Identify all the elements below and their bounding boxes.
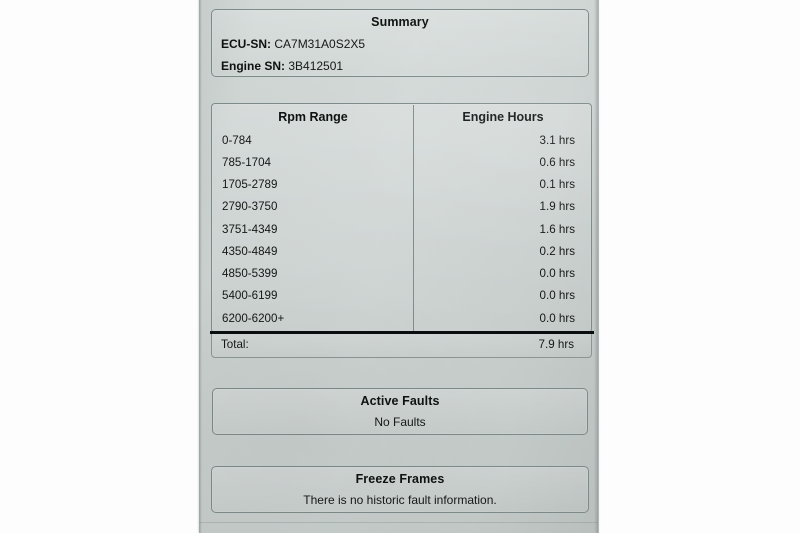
paper-right-edge bbox=[594, 0, 599, 533]
printed-report-page: Summary ECU-SN: CA7M31A0S2X5 Engine SN: … bbox=[199, 0, 598, 533]
cell-engine-hours: 1.9 hrs bbox=[539, 200, 575, 213]
total-row: Total: 7.9 hrs bbox=[211, 334, 592, 358]
freeze-frames-title: Freeze Frames bbox=[355, 472, 445, 486]
engine-sn-row: Engine SN: 3B412501 bbox=[221, 59, 588, 73]
cell-rpm-range: 2790-3750 bbox=[222, 200, 278, 213]
ecu-sn-value: CA7M31A0S2X5 bbox=[274, 37, 366, 51]
cell-engine-hours: 0.1 hrs bbox=[539, 178, 575, 191]
table-row: 3751-4349 1.6 hrs bbox=[213, 223, 592, 245]
cell-engine-hours: 0.0 hrs bbox=[539, 267, 575, 280]
cell-rpm-range: 0-784 bbox=[222, 134, 252, 147]
freeze-frames-panel: Freeze Frames There is no historic fault… bbox=[211, 466, 589, 513]
summary-panel: Summary ECU-SN: CA7M31A0S2X5 Engine SN: … bbox=[211, 9, 589, 77]
active-faults-title: Active Faults bbox=[360, 394, 440, 408]
table-row: 785-1704 0.6 hrs bbox=[213, 156, 592, 178]
cell-rpm-range: 5400-6199 bbox=[222, 289, 278, 302]
cell-engine-hours: 1.6 hrs bbox=[539, 223, 575, 236]
cell-rpm-range: 3751-4349 bbox=[222, 223, 278, 236]
table-row: 5400-6199 0.0 hrs bbox=[213, 289, 592, 311]
rpm-hours-table: Rpm Range Engine Hours 0-784 3.1 hrs 785… bbox=[211, 103, 592, 333]
table-row: 4350-4849 0.2 hrs bbox=[213, 245, 592, 267]
table-row: 2790-3750 1.9 hrs bbox=[213, 200, 592, 222]
cell-rpm-range: 4850-5399 bbox=[222, 267, 278, 280]
table-row: 4850-5399 0.0 hrs bbox=[213, 267, 592, 289]
table-column-divider bbox=[413, 105, 414, 333]
cell-engine-hours: 0.6 hrs bbox=[539, 156, 575, 169]
total-label: Total: bbox=[221, 338, 249, 351]
freeze-frames-message: There is no historic fault information. bbox=[303, 493, 497, 507]
table-row: 6200-6200+ 0.0 hrs bbox=[213, 312, 592, 334]
cell-engine-hours: 0.0 hrs bbox=[539, 312, 575, 325]
cell-engine-hours: 0.2 hrs bbox=[539, 245, 575, 258]
paper-crease bbox=[199, 522, 598, 523]
cell-engine-hours: 3.1 hrs bbox=[539, 134, 575, 147]
column-header-engine-hours: Engine Hours bbox=[462, 110, 544, 124]
cell-rpm-range: 785-1704 bbox=[222, 156, 271, 169]
cell-rpm-range: 6200-6200+ bbox=[222, 312, 285, 325]
total-value: 7.9 hrs bbox=[538, 338, 574, 351]
cell-rpm-range: 4350-4849 bbox=[222, 245, 278, 258]
ecu-sn-row: ECU-SN: CA7M31A0S2X5 bbox=[221, 37, 588, 51]
column-header-rpm-range: Rpm Range bbox=[278, 110, 348, 124]
engine-sn-label: Engine SN: bbox=[221, 59, 286, 73]
cell-rpm-range: 1705-2789 bbox=[222, 178, 278, 191]
table-row: 1705-2789 0.1 hrs bbox=[213, 178, 592, 200]
summary-title: Summary bbox=[371, 15, 429, 29]
engine-sn-value: 3B412501 bbox=[288, 59, 344, 73]
total-separator-rule bbox=[210, 331, 594, 334]
cell-engine-hours: 0.0 hrs bbox=[539, 289, 575, 302]
active-faults-message: No Faults bbox=[374, 415, 426, 429]
ecu-sn-label: ECU-SN: bbox=[221, 37, 271, 51]
paper-left-edge bbox=[199, 0, 202, 533]
table-row: 0-784 3.1 hrs bbox=[213, 134, 592, 156]
active-faults-panel: Active Faults No Faults bbox=[212, 388, 588, 435]
